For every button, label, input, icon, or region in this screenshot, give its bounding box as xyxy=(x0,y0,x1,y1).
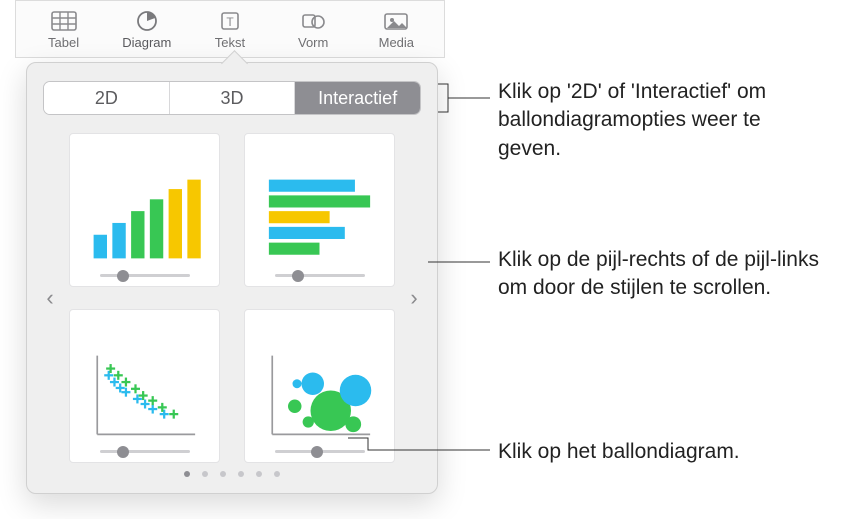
text-icon: T xyxy=(216,9,244,33)
callout-segments-help: Klik op '2D' of 'Interactief' om ballond… xyxy=(498,78,828,163)
pie-chart-icon xyxy=(133,9,161,33)
toolbar-item-tekst[interactable]: T Tekst xyxy=(190,9,270,50)
chart-type-segmented-control: 2D 3D Interactief xyxy=(43,81,421,115)
segment-2d[interactable]: 2D xyxy=(44,82,170,114)
page-dot[interactable] xyxy=(256,471,262,477)
segment-label: Interactief xyxy=(318,88,397,109)
svg-text:T: T xyxy=(226,15,234,29)
page-dot[interactable] xyxy=(274,471,280,477)
scatter-chart-preview xyxy=(80,350,209,440)
toolbar-item-label: Vorm xyxy=(298,35,328,50)
toolbar-item-label: Tabel xyxy=(48,35,79,50)
toolbar-item-label: Media xyxy=(379,35,414,50)
segment-3d[interactable]: 3D xyxy=(170,82,296,114)
page-dot[interactable] xyxy=(184,471,190,477)
page-dot[interactable] xyxy=(220,471,226,477)
toolbar-item-media[interactable]: Media xyxy=(356,9,436,50)
table-icon xyxy=(50,9,78,33)
segment-interactief[interactable]: Interactief xyxy=(295,82,420,114)
page-indicator xyxy=(43,471,421,477)
toolbar-item-vorm[interactable]: Vorm xyxy=(273,9,353,50)
prev-style-page-button[interactable]: ‹ xyxy=(39,278,61,318)
next-style-page-button[interactable]: › xyxy=(403,278,425,318)
preview-slider[interactable] xyxy=(100,270,190,280)
column-chart-preview xyxy=(80,174,209,264)
preview-slider[interactable] xyxy=(275,446,365,456)
hbar-chart-preview xyxy=(255,174,384,264)
toolbar-item-label: Diagram xyxy=(122,35,171,50)
media-icon xyxy=(382,9,410,33)
page-dot[interactable] xyxy=(202,471,208,477)
segment-label: 3D xyxy=(221,88,244,109)
preview-slider[interactable] xyxy=(275,270,365,280)
toolbar-item-label: Tekst xyxy=(215,35,245,50)
page-dot[interactable] xyxy=(238,471,244,477)
toolbar-item-diagram[interactable]: Diagram xyxy=(107,9,187,50)
chevron-right-icon: › xyxy=(410,285,417,311)
callout-bubble-help: Klik op het ballondiagram. xyxy=(498,438,838,466)
column-chart-thumb[interactable] xyxy=(69,133,220,287)
chevron-left-icon: ‹ xyxy=(46,285,53,311)
shape-icon xyxy=(299,9,327,33)
scatter-chart-thumb[interactable] xyxy=(69,309,220,463)
preview-slider[interactable] xyxy=(100,446,190,456)
bubble-chart-thumb[interactable] xyxy=(244,309,395,463)
bubble-chart-preview xyxy=(255,350,384,440)
chart-thumbnail-grid xyxy=(69,133,395,463)
chart-picker-popover: 2D 3D Interactief ‹ › xyxy=(26,62,438,494)
toolbar-item-tabel[interactable]: Tabel xyxy=(24,9,104,50)
callout-arrows-help: Klik op de pijl-rechts of de pijl-links … xyxy=(498,246,828,303)
segment-label: 2D xyxy=(95,88,118,109)
chart-styles-area: ‹ › xyxy=(43,133,421,463)
horizontal-bar-chart-thumb[interactable] xyxy=(244,133,395,287)
insert-toolbar: Tabel Diagram T Tekst Vorm Media xyxy=(15,0,445,58)
